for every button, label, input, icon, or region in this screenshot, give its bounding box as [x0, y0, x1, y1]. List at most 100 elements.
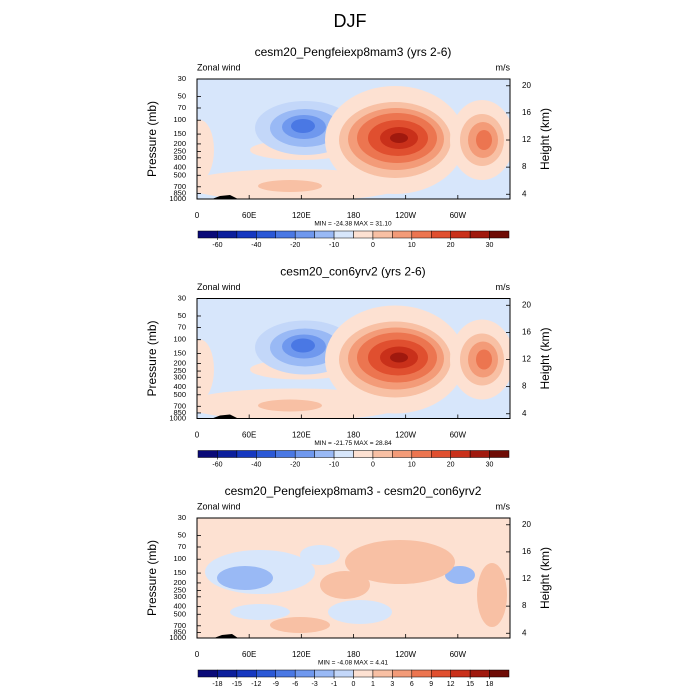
y-tick-label: 200: [173, 139, 186, 148]
x-tick-label: 120E: [292, 211, 311, 220]
colorbar-box: [392, 450, 413, 458]
x-tick-label: 120W: [395, 211, 416, 220]
min-max-note: MIN = -24.38 MAX = 31.10: [314, 221, 392, 228]
colorbar-label: -10: [329, 242, 339, 249]
y-tick-label: 1000: [169, 194, 186, 203]
y-tick-label: 500: [173, 170, 186, 179]
min-max-note: MIN = -4.08 MAX = 4.41: [318, 660, 388, 667]
colorbar-label: -60: [212, 461, 222, 468]
y-axis-label: Pressure (mb): [145, 101, 159, 177]
colorbar-label: 9: [429, 681, 433, 688]
y-tick-label: 700: [173, 401, 186, 410]
colorbar-box: [431, 230, 451, 239]
colorbar-box: [256, 230, 276, 239]
y-tick-label: 850: [173, 627, 186, 636]
colorbar-box: [256, 450, 276, 458]
colorbar-box: [411, 450, 432, 458]
y-tick-label: 150: [173, 129, 186, 138]
colorbar-box: [294, 230, 315, 239]
colorbar-box: [450, 230, 471, 239]
y-tick-label: 70: [178, 103, 186, 112]
y2-tick-label: 12: [522, 574, 531, 583]
colorbar-label: 3: [390, 681, 394, 688]
colorbar-box: [197, 669, 218, 678]
colorbar-box: [372, 230, 393, 239]
colorbar-box: [469, 669, 490, 678]
y2-tick-label: 12: [522, 355, 531, 364]
colorbar-label: 12: [447, 681, 455, 688]
y-tick-label: 700: [173, 621, 186, 630]
y-tick-label: 1000: [169, 413, 186, 422]
left-label: Zonal wind: [197, 501, 241, 511]
contour-field: [197, 518, 510, 638]
colorbar-box: [217, 669, 238, 678]
y-tick-label: 30: [178, 74, 186, 83]
colorbar-box: [450, 450, 471, 458]
y2-tick-label: 8: [522, 601, 527, 610]
colorbar-box: [217, 450, 238, 458]
y-tick-label: 50: [178, 91, 186, 100]
colorbar-box: [333, 230, 354, 239]
plot-frame: [196, 298, 511, 419]
panel-title: cesm20_Pengfeiexp8mam3 - cesm20_con6yrv2: [225, 484, 482, 498]
colorbar-box: [275, 669, 296, 678]
colorbar-box: [372, 450, 393, 458]
colorbar-box: [431, 450, 451, 458]
colorbar-box: [489, 450, 510, 458]
y-tick-label: 250: [173, 366, 186, 375]
colorbar-box: [489, 669, 510, 678]
colorbar-box: [411, 669, 432, 678]
y-tick-label: 250: [173, 147, 186, 156]
x-tick-label: 120E: [292, 431, 311, 440]
x-tick-label: 120W: [395, 650, 416, 659]
colorbar-label: 15: [466, 681, 474, 688]
y-tick-label: 700: [173, 182, 186, 191]
x-tick-label: 180: [347, 431, 361, 440]
colorbar-label: 0: [371, 461, 375, 468]
colorbar-label: 10: [408, 461, 416, 468]
y-tick-label: 500: [173, 390, 186, 399]
left-label: Zonal wind: [197, 282, 241, 292]
contour-field: [197, 79, 510, 199]
colorbar-box: [275, 230, 296, 239]
y2-tick-label: 20: [522, 300, 531, 309]
x-tick-label: 60W: [450, 431, 467, 440]
colorbar-label: 6: [410, 681, 414, 688]
y-tick-label: 30: [178, 293, 186, 302]
colorbar-label: 30: [486, 242, 494, 249]
y2-tick-label: 20: [522, 81, 531, 90]
y-tick-label: 50: [178, 311, 186, 320]
y-tick-label: 400: [173, 382, 186, 391]
x-tick-label: 60E: [242, 431, 256, 440]
x-tick-label: 0: [195, 431, 200, 440]
colorbar-label: 20: [447, 461, 455, 468]
y-tick-label: 300: [173, 372, 186, 381]
colorbar-label: 18: [486, 681, 494, 688]
colorbar-box: [314, 669, 335, 678]
y2-axis-label: Height (km): [538, 327, 552, 389]
colorbar-box: [469, 230, 490, 239]
x-tick-label: 180: [347, 211, 361, 220]
x-tick-label: 180: [347, 650, 361, 659]
y2-tick-label: 4: [522, 189, 527, 198]
y-tick-label: 300: [173, 153, 186, 162]
colorbar-box: [392, 669, 413, 678]
colorbar-box: [294, 669, 315, 678]
plot-frame: [196, 517, 511, 639]
y-tick-label: 1000: [169, 633, 186, 642]
colorbar-box: [236, 450, 257, 458]
x-tick-label: 120E: [292, 650, 311, 659]
colorbar-box: [236, 669, 257, 678]
y-tick-label: 300: [173, 592, 186, 601]
y2-tick-label: 16: [522, 547, 531, 556]
colorbar-box: [294, 450, 315, 458]
y-tick-label: 50: [178, 530, 186, 539]
colorbar-box: [197, 230, 218, 239]
y-tick-label: 200: [173, 578, 186, 587]
y-tick-label: 500: [173, 609, 186, 618]
y2-tick-label: 16: [522, 108, 531, 117]
colorbar-label: -20: [290, 242, 300, 249]
colorbar-label: -3: [312, 681, 318, 688]
colorbar-box: [314, 450, 335, 458]
